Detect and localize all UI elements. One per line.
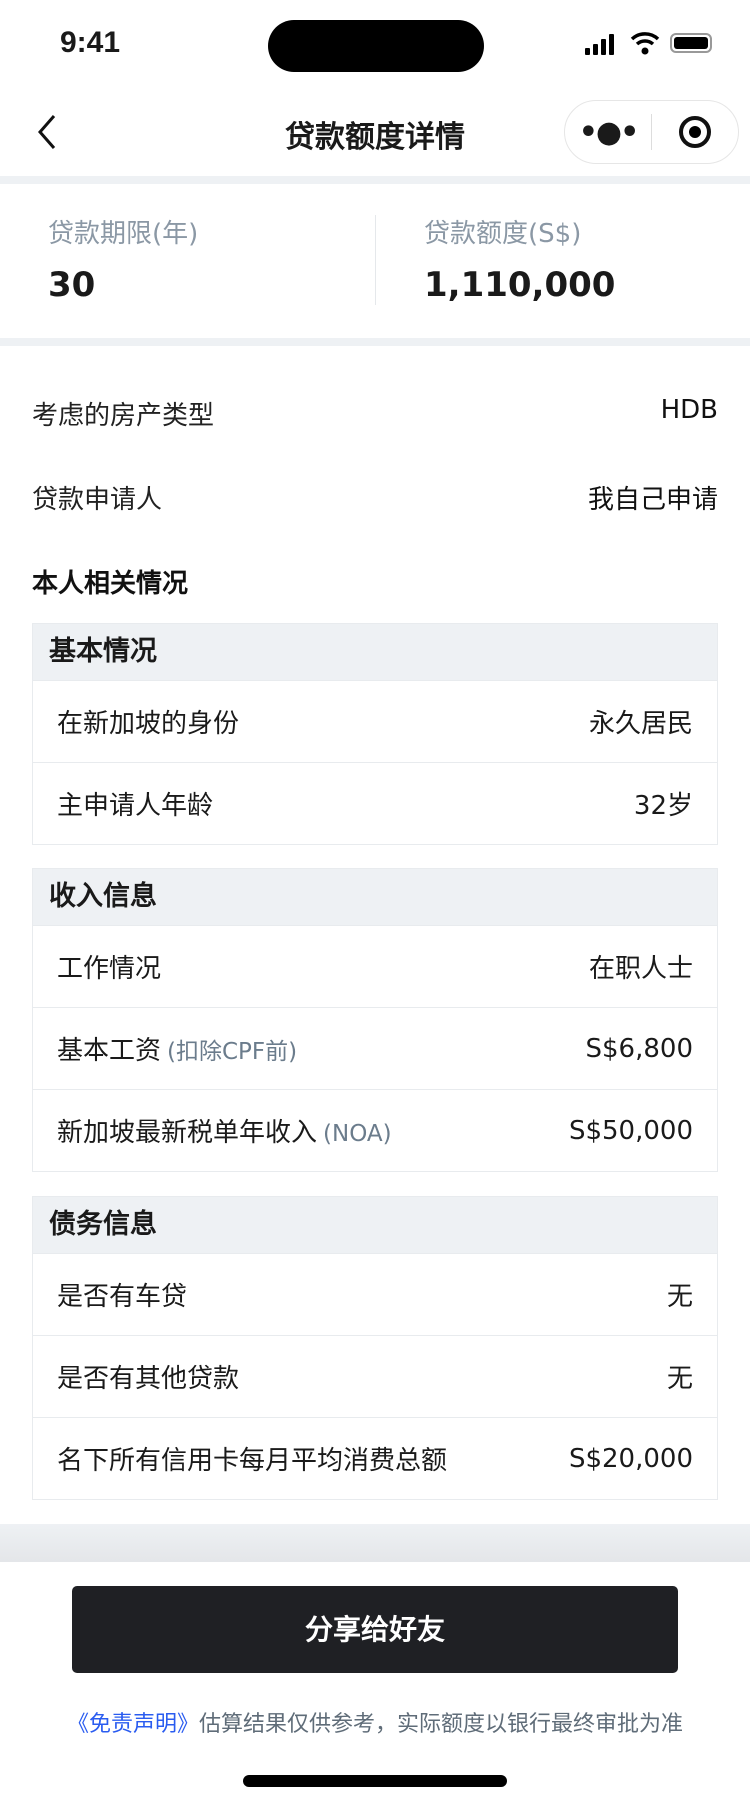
amount-label: 贷款额度(S$) [424,219,582,249]
target-circle-icon[interactable] [652,114,738,150]
table-row: 主申请人年龄 32岁 [33,762,717,844]
amount-value: 1,110,000 [424,265,616,305]
disclaimer-text: 估算结果仅供参考，实际额度以银行最终审批为准 [199,1712,684,1737]
chevron-left-icon[interactable] [34,110,64,154]
row-note: (扣除CPF前) [167,1039,298,1065]
battery-icon [670,33,712,53]
section-title: 债务信息 [33,1197,717,1253]
more-dots-icon[interactable]: •●• [578,114,640,150]
table-row: 是否有其他贷款 无 [33,1335,717,1417]
table-row: 在新加坡的身份 永久居民 [33,680,717,762]
section-title: 收入信息 [33,869,717,925]
row-value: S$50,000 [568,1115,693,1146]
row-label: 工作情况 [57,954,162,984]
row-label: 是否有其他贷款 [57,1364,240,1394]
term-label: 贷款期限(年) [48,219,199,249]
signal-icon [585,33,614,55]
row-value: S$6,800 [585,1033,693,1064]
wifi-icon [630,32,660,55]
row-label: 名下所有信用卡每月平均消费总额 [57,1446,448,1476]
row-value: 无 [666,1282,693,1312]
row-value: 32岁 [633,791,693,821]
row-label: 在新加坡的身份 [57,709,240,739]
personal-heading: 本人相关情况 [32,569,189,599]
capsule-divider [651,114,652,150]
row-value: 在职人士 [588,954,693,984]
term-value: 30 [48,265,96,305]
disclaimer-link[interactable]: 《免责声明》 [66,1712,199,1737]
footer-shadow-band [0,1524,750,1562]
divider-band [0,176,750,184]
table-row: 名下所有信用卡每月平均消费总额 S$20,000 [33,1417,717,1499]
row-value: 永久居民 [588,709,693,739]
row-note: (NOA) [323,1121,392,1147]
row-value: S$20,000 [568,1443,693,1474]
property-type-value: HDB [660,395,718,425]
dynamic-island [268,20,484,72]
row-label: 主申请人年龄 [57,791,214,821]
section-title: 基本情况 [33,624,717,680]
summary-divider [375,215,376,305]
divider-band [0,338,750,346]
applicant-label: 贷款申请人 [32,485,163,515]
row-value: 无 [666,1364,693,1394]
section-income: 收入信息 工作情况 在职人士 基本工资 (扣除CPF前) S$6,800 新加坡最新税… [32,868,718,1172]
mini-program-capsule: •●• [564,100,739,164]
row-label: 新加坡最新税单年收入 [57,1118,318,1148]
row-label: 是否有车贷 [57,1282,188,1312]
section-debt: 债务信息 是否有车贷无 是否有其他贷款无 名下所有信用卡每月平均消费总额 S$20… [32,1196,718,1500]
section-basic: 基本情况 在新加坡的身份 永久居民 主申请人年龄 32岁 [32,623,718,845]
property-type-label: 考虑的房产类型 [32,401,215,431]
status-time: 9:41 [60,26,121,59]
page-title: 贷款额度详情 [285,120,465,155]
applicant-value: 我自己申请 [587,485,718,515]
row-label: 基本工资 [57,1036,162,1066]
table-row: 工作情况 在职人士 [33,925,717,1007]
table-row: 基本工资 (扣除CPF前) S$6,800 [33,1007,717,1089]
disclaimer: 《免责声明》估算结果仅供参考，实际额度以银行最终审批为准 [0,1706,750,1738]
table-row: 是否有车贷 无 [33,1253,717,1335]
table-row: 新加坡最新税单年收入 (NOA) S$50,000 [33,1089,717,1171]
home-indicator[interactable] [243,1775,507,1787]
share-button[interactable]: 分享给好友 [72,1586,678,1673]
